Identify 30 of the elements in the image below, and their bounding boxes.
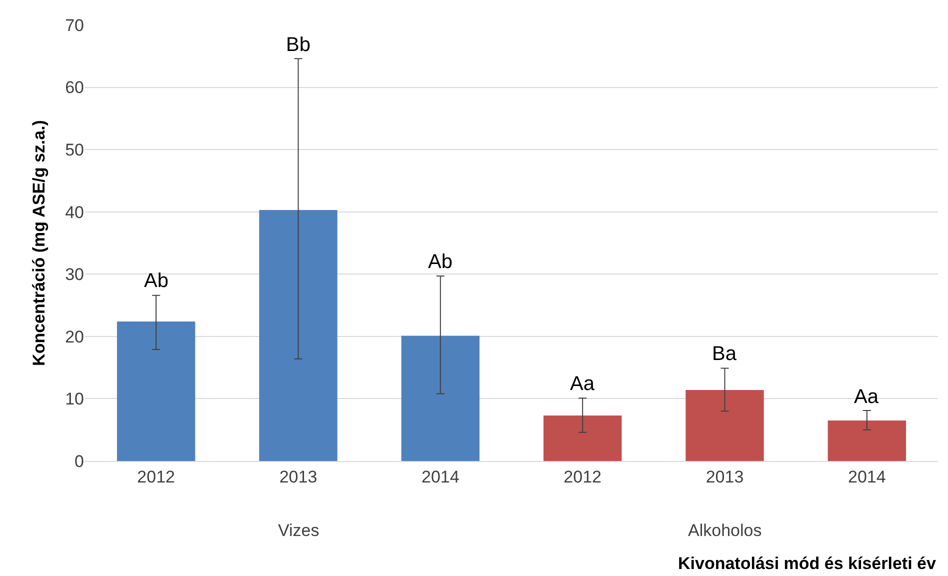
annotation: Ab xyxy=(428,251,452,273)
y-tick-label: 50 xyxy=(65,140,84,160)
bar xyxy=(259,210,338,461)
annotation: Aa xyxy=(570,373,596,395)
bar xyxy=(543,416,622,461)
y-tick-label: 30 xyxy=(65,265,84,284)
y-tick-label: 0 xyxy=(74,452,84,471)
bar xyxy=(116,321,196,461)
bar xyxy=(686,390,764,461)
annotation: Aa xyxy=(854,386,880,408)
x-tick-label: 2013 xyxy=(279,467,318,486)
x-tick-label: 2014 xyxy=(422,467,460,486)
x-tick-label: 2014 xyxy=(848,467,886,486)
annotation: Bb xyxy=(286,34,310,56)
y-tick-label: 60 xyxy=(65,78,84,98)
x-tick-label: 2013 xyxy=(706,467,744,486)
y-axis-title: Koncentráció (mg ASE/g sz.a.) xyxy=(30,120,49,366)
annotation: Ba xyxy=(712,343,738,365)
x-tick-label: 2012 xyxy=(137,467,175,486)
y-tick-label: 40 xyxy=(65,202,84,222)
y-tick-label: 20 xyxy=(65,327,84,346)
y-tick-label: 10 xyxy=(65,390,84,409)
x-tick-label: 2012 xyxy=(564,467,602,486)
x-axis-title: Kivonatolási mód és kísérleti év xyxy=(678,554,936,573)
text: Vizes xyxy=(278,521,320,540)
text: Alkoholos xyxy=(688,521,762,540)
annotation: Ab xyxy=(144,270,168,292)
y-tick-label: 70 xyxy=(65,16,84,35)
bar xyxy=(401,336,480,461)
bar xyxy=(828,420,906,461)
